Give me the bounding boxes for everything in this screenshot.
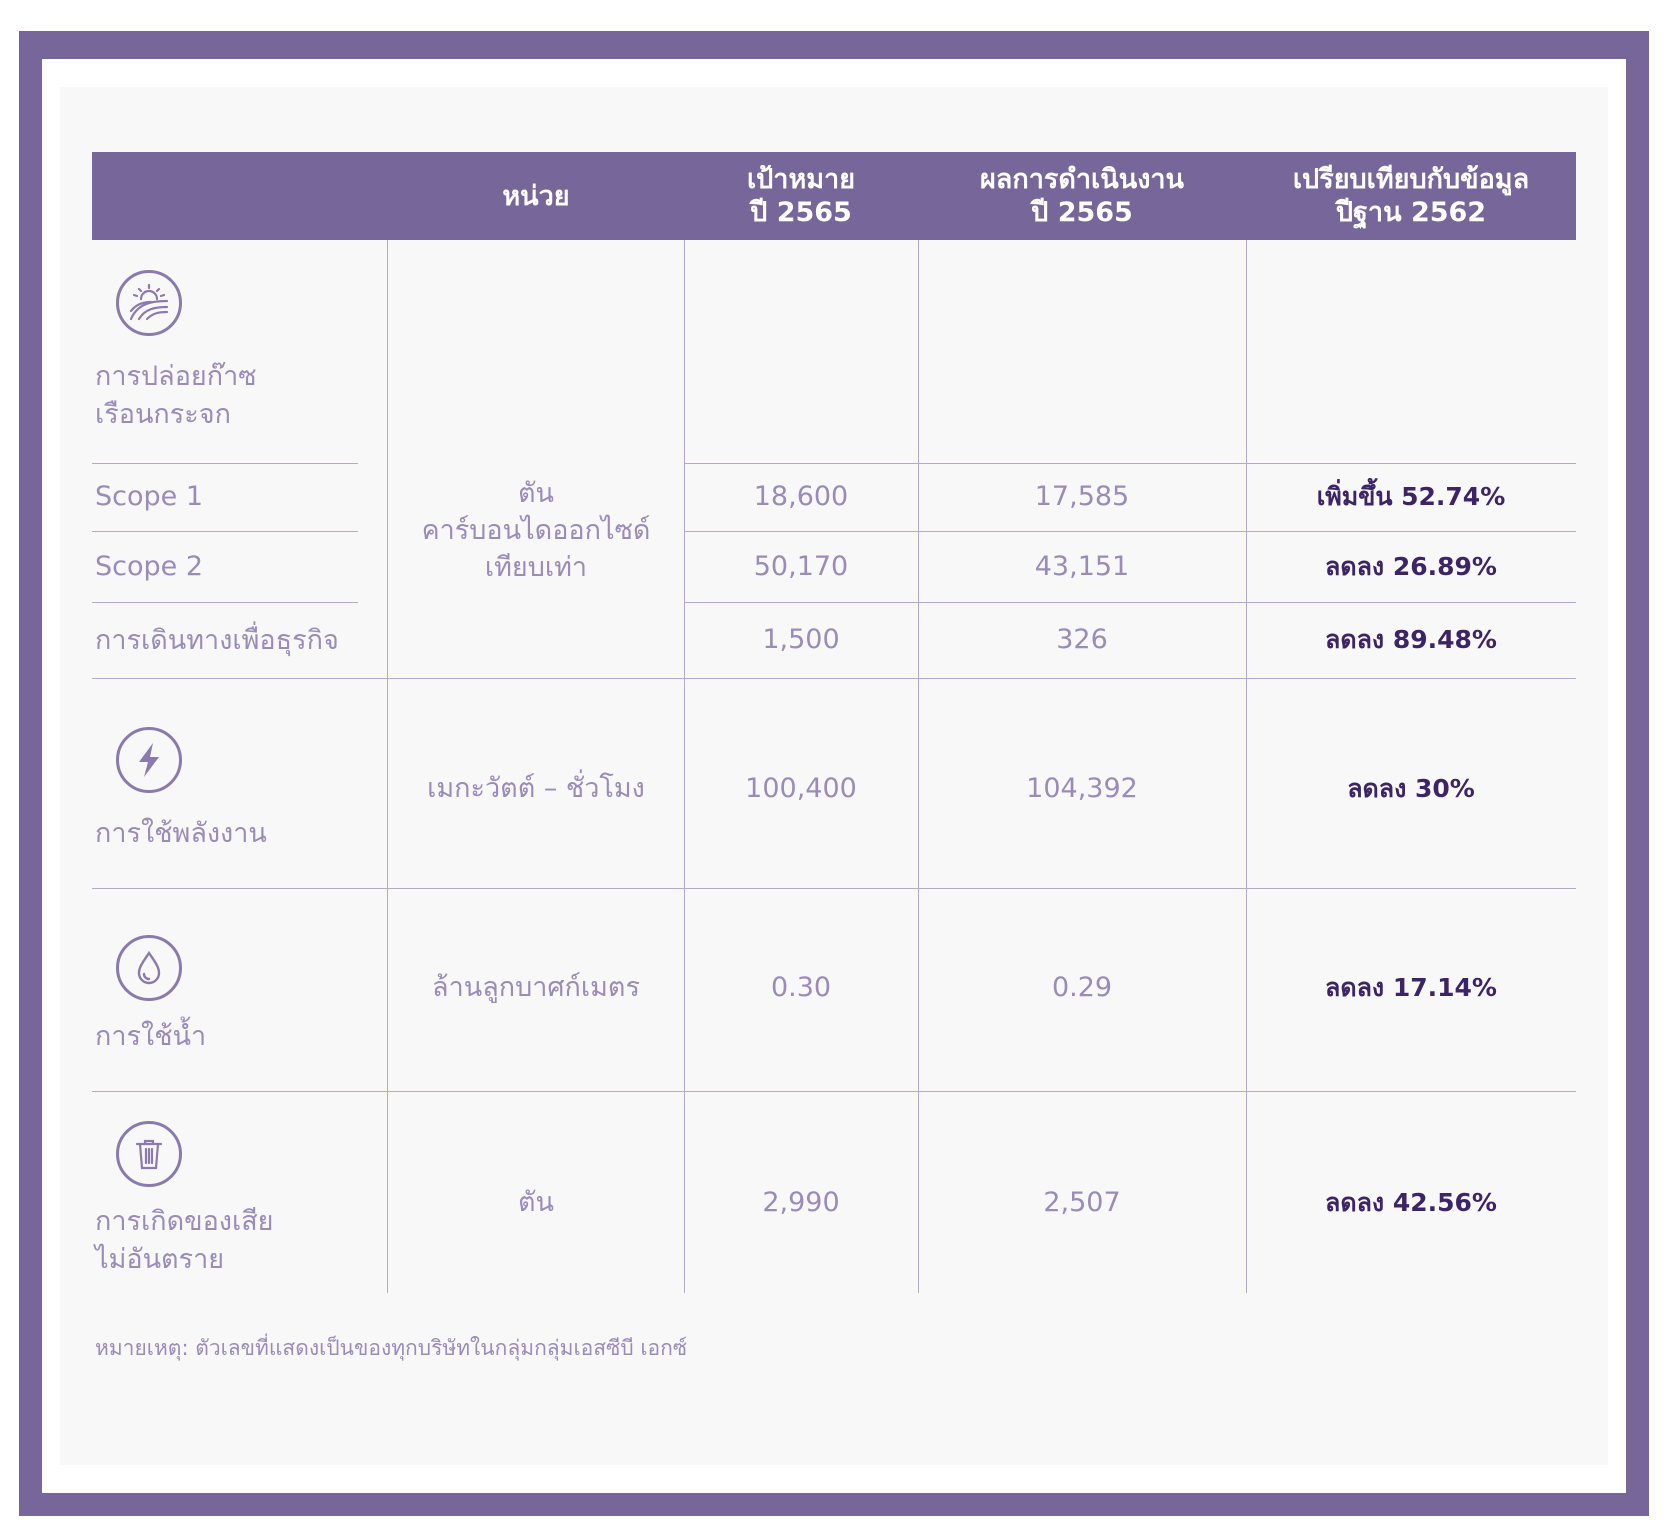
content-panel: [60, 87, 1608, 1465]
water-drop-icon: [116, 935, 182, 1001]
grid-line: [918, 240, 919, 1293]
row-label-scope2: Scope 2: [95, 551, 204, 582]
waste-title-line2: ไม่อันตราย: [95, 1244, 225, 1275]
header-unit: หน่วย: [388, 152, 684, 240]
scope2-compare: ลดลง 26.89%: [1325, 552, 1497, 581]
travel-compare: ลดลง 89.48%: [1325, 625, 1497, 654]
scope2-target: 50,170: [753, 551, 849, 582]
header-result-line2: ปี 2565: [1031, 197, 1133, 228]
grid-line: [684, 463, 1576, 464]
ghg-title-line1: การปล่อยก๊าซ: [95, 361, 257, 392]
grid-line: [92, 888, 1576, 889]
travel-target: 1,500: [762, 624, 840, 655]
energy-compare: ลดลง 30%: [1347, 774, 1475, 803]
header-compare: เปรียบเทียบกับข้อมูล ปีฐาน 2562: [1246, 152, 1576, 240]
ghg-title: การปล่อยก๊าซ เรือนกระจก: [95, 358, 257, 434]
ghg-unit-line2: คาร์บอนไดออกไซด์: [421, 515, 651, 546]
waste-target: 2,990: [762, 1187, 840, 1218]
grid-line: [684, 602, 1576, 603]
grid-line: [92, 1091, 1576, 1092]
energy-target: 100,400: [745, 773, 857, 804]
grid-line: [92, 602, 358, 603]
water-result: 0.29: [1051, 972, 1113, 1003]
water-title: การใช้น้ำ: [95, 1021, 207, 1052]
header-target: เป้าหมาย ปี 2565: [684, 152, 918, 240]
waste-result: 2,507: [1043, 1187, 1121, 1218]
table-header: [92, 152, 1576, 240]
grid-line: [684, 240, 685, 1293]
waste-compare: ลดลง 42.56%: [1325, 1188, 1497, 1217]
trash-bin-icon: [116, 1121, 182, 1187]
water-target: 0.30: [770, 972, 832, 1003]
lightning-icon: [116, 727, 182, 793]
grid-line: [92, 531, 358, 532]
row-label-scope1: Scope 1: [95, 481, 204, 512]
scope1-target: 18,600: [753, 481, 849, 512]
sun-field-icon: [116, 270, 182, 336]
grid-line: [387, 240, 388, 1293]
header-target-line1: เป้าหมาย: [746, 164, 856, 195]
ghg-unit-line1: ตัน: [518, 478, 554, 509]
ghg-unit-line3: เทียบเท่า: [484, 552, 588, 583]
grid-line: [1246, 240, 1247, 1293]
travel-result: 326: [1056, 624, 1108, 655]
header-unit-label: หน่วย: [502, 180, 570, 212]
footnote: หมายเหตุ: ตัวเลขที่แสดงเป็นของทุกบริษัทใ…: [95, 1336, 688, 1360]
scope1-result: 17,585: [1034, 481, 1130, 512]
waste-unit: ตัน: [518, 1187, 554, 1218]
energy-result: 104,392: [1026, 773, 1138, 804]
water-compare: ลดลง 17.14%: [1325, 973, 1497, 1002]
energy-title: การใช้พลังงาน: [95, 818, 267, 849]
waste-title: การเกิดของเสีย ไม่อันตราย: [95, 1203, 274, 1279]
scope1-compare: เพิ่มขึ้น 52.74%: [1316, 482, 1506, 511]
grid-line: [92, 678, 1576, 679]
row-label-business-travel: การเดินทางเพื่อธุรกิจ: [95, 625, 339, 656]
header-result-line1: ผลการดำเนินงาน: [979, 164, 1185, 195]
header-target-line2: ปี 2565: [750, 197, 852, 228]
waste-title-line1: การเกิดของเสีย: [95, 1206, 274, 1237]
scope2-result: 43,151: [1034, 551, 1130, 582]
grid-line: [684, 531, 1576, 532]
header-result: ผลการดำเนินงาน ปี 2565: [918, 152, 1246, 240]
ghg-title-line2: เรือนกระจก: [95, 399, 231, 430]
grid-line: [92, 463, 358, 464]
water-unit: ล้านลูกบาศก์เมตร: [432, 972, 640, 1003]
header-compare-line2: ปีฐาน 2562: [1335, 197, 1487, 228]
header-compare-line1: เปรียบเทียบกับข้อมูล: [1292, 164, 1530, 195]
energy-unit: เมกะวัตต์ – ชั่วโมง: [427, 773, 645, 804]
ghg-unit: ตัน คาร์บอนไดออกไซด์ เทียบเท่า: [388, 475, 684, 586]
